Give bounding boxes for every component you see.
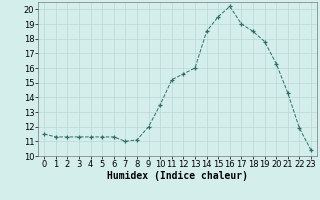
X-axis label: Humidex (Indice chaleur): Humidex (Indice chaleur) (107, 171, 248, 181)
